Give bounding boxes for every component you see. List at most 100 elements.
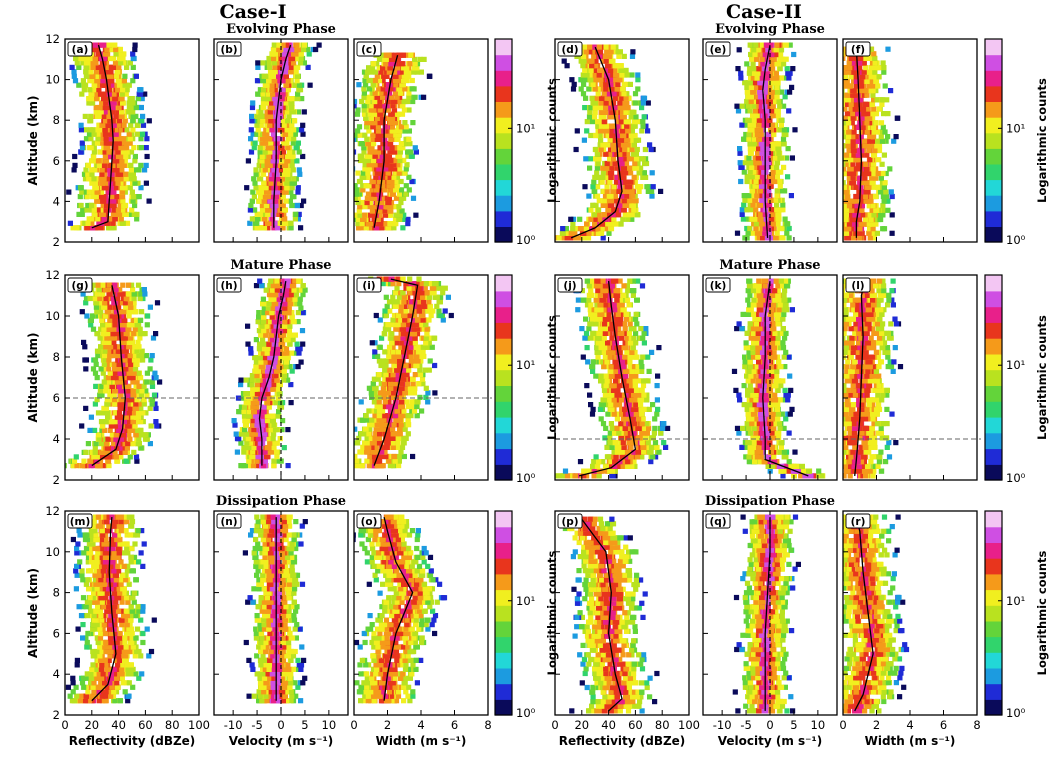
hex-bin xyxy=(649,193,655,199)
hex-bin xyxy=(749,188,755,194)
hex-bin xyxy=(83,167,89,173)
hex-bin xyxy=(632,160,638,167)
hex-bin xyxy=(375,124,381,130)
hex-bin xyxy=(611,137,617,143)
hex-bin xyxy=(114,211,121,217)
hex-bin xyxy=(275,73,282,79)
hex-bin xyxy=(113,113,119,119)
hex-bin xyxy=(596,207,602,213)
hex-bin xyxy=(614,165,621,171)
hex-bin xyxy=(270,202,276,209)
hex-bin xyxy=(373,103,379,109)
hex-bin xyxy=(113,185,119,191)
hex-bin xyxy=(391,149,397,155)
hex-bin xyxy=(749,216,755,222)
hex-bin xyxy=(392,90,398,96)
hex-bin xyxy=(846,226,852,232)
hex-bin xyxy=(144,153,150,160)
hex-bin xyxy=(603,109,609,115)
hex-bin xyxy=(777,178,783,185)
hex-bin xyxy=(387,141,393,147)
hex-bin xyxy=(354,187,358,193)
hex-bin xyxy=(394,69,401,75)
hex-bin xyxy=(94,64,100,70)
hex-bin xyxy=(588,207,594,213)
hex-bin xyxy=(361,145,367,151)
hex-bin xyxy=(866,230,872,236)
hex-bin xyxy=(98,131,104,137)
hex-bin xyxy=(591,179,597,185)
case-ii-dissipation-title: Dissipation Phase xyxy=(705,494,835,509)
hex-bin xyxy=(125,162,131,168)
hex-bin xyxy=(118,171,124,177)
hex-bin xyxy=(748,94,754,100)
hex-bin xyxy=(289,122,295,128)
hex-bin xyxy=(124,127,130,133)
hex-bin xyxy=(833,199,838,204)
hex-bin xyxy=(587,49,593,55)
hex-bin xyxy=(134,131,140,137)
hex-bin xyxy=(601,119,607,125)
hex-bin xyxy=(768,42,774,48)
hex-bin xyxy=(121,202,127,209)
hex-bin xyxy=(629,53,636,59)
hex-bin xyxy=(640,156,646,162)
hex-bin xyxy=(779,197,785,203)
hex-bin xyxy=(107,118,113,124)
hex-bin xyxy=(372,216,378,222)
hex-bin xyxy=(98,207,104,213)
hex-bin xyxy=(592,86,598,92)
hex-bin xyxy=(277,198,283,204)
hex-bin xyxy=(105,145,111,151)
hex-bin xyxy=(739,103,745,109)
hex-bin xyxy=(279,145,285,151)
hex-bin xyxy=(364,107,370,113)
hex-bin xyxy=(394,56,401,62)
hex-bin xyxy=(623,109,629,115)
hex-bin xyxy=(621,179,627,185)
hex-bin xyxy=(260,171,267,177)
hex-bin xyxy=(880,203,886,209)
hex-bin xyxy=(751,169,757,175)
hex-bin xyxy=(753,98,759,105)
hex-bin xyxy=(105,140,111,146)
hex-bin xyxy=(576,235,582,241)
hex-bin xyxy=(287,198,293,204)
hex-bin xyxy=(94,46,100,53)
hex-bin xyxy=(117,202,123,209)
hex-bin xyxy=(844,230,850,236)
hex-bin xyxy=(591,53,597,59)
hex-bin xyxy=(592,221,598,227)
hex-bin xyxy=(254,220,260,226)
hex-bin xyxy=(270,46,276,53)
hex-bin xyxy=(364,124,370,130)
hex-bin xyxy=(388,208,394,214)
hex-bin xyxy=(259,207,266,213)
hex-bin xyxy=(365,221,371,227)
hex-bin xyxy=(782,94,788,100)
hex-bin xyxy=(844,189,850,195)
hex-bin xyxy=(82,176,89,182)
hex-bin xyxy=(768,235,774,241)
hex-bin xyxy=(410,195,417,201)
hex-bin xyxy=(588,226,595,232)
hex-bin xyxy=(103,136,109,142)
hex-bin xyxy=(291,64,297,70)
hex-bin xyxy=(737,160,743,166)
hex-bin xyxy=(640,119,646,125)
hex-bin xyxy=(621,53,627,59)
hex-bin xyxy=(386,183,392,189)
hex-bin xyxy=(130,100,136,106)
hex-bin xyxy=(92,42,99,48)
hex-bin xyxy=(248,202,254,209)
hex-bin xyxy=(104,73,110,79)
hex-bin xyxy=(138,104,144,111)
hex-bin xyxy=(279,176,285,182)
hex-bin xyxy=(250,189,256,195)
hex-bin xyxy=(362,162,368,168)
hex-bin xyxy=(617,137,623,143)
hex-bin xyxy=(384,132,390,138)
hex-bin xyxy=(773,235,779,241)
median-profile-line xyxy=(273,44,292,228)
hex-bin xyxy=(124,149,130,155)
